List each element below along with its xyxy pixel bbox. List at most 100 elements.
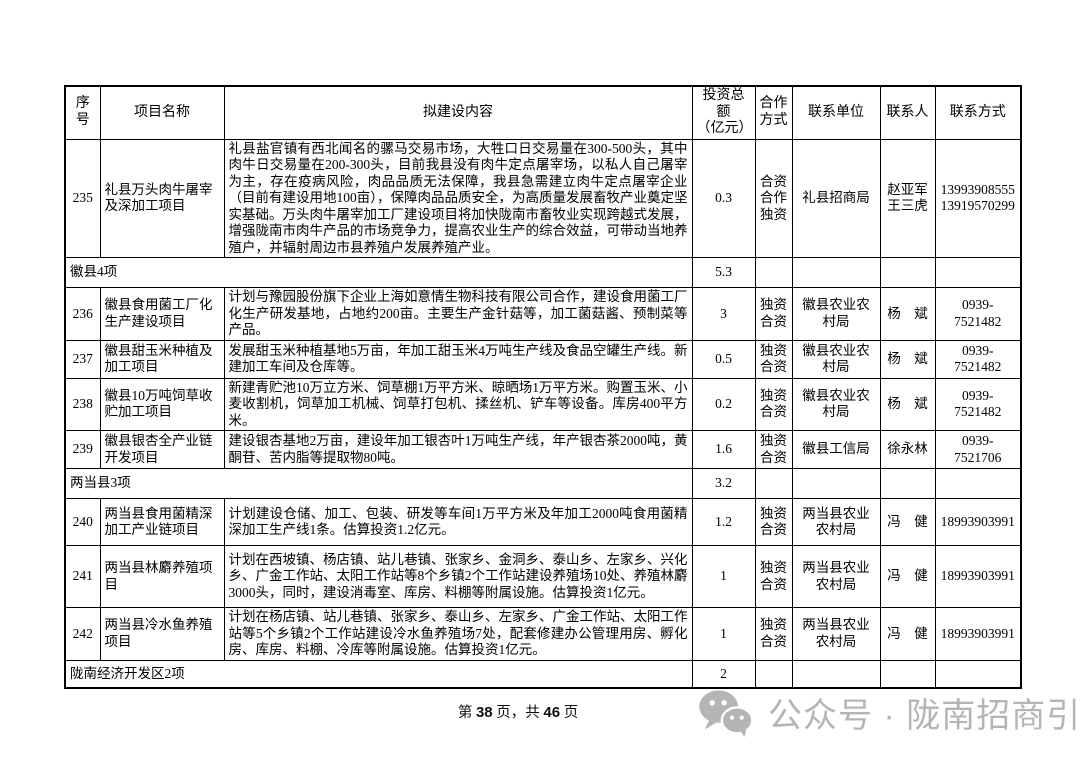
cell-phone: 0939-7521482 <box>934 287 1022 341</box>
cell-cooperation: 独资 合资 <box>754 287 793 341</box>
header-unit: 联系单位 <box>791 85 881 140</box>
cell-investment: 0.5 <box>691 339 756 379</box>
cell-unit: 徽县农业农村局 <box>791 339 881 379</box>
watermark-text: 公众号 · 陇南招商引资 <box>768 697 1080 735</box>
cell-content: 建设银杏基地2万亩，建设年加工银杏叶1万吨生产线，年产银杏茶2000吨，黄酮苷、… <box>223 430 693 469</box>
cell-contact: 冯 健 <box>879 545 936 608</box>
section-row: 徽县4项 5.3 <box>64 257 1022 288</box>
project-row: 241 两当县林麝养殖项目 计划在西坡镇、杨店镇、站儿巷镇、张家乡、金洞乡、泰山… <box>64 545 1022 608</box>
cell-phone: 13993908555 13919570299 <box>934 138 1022 258</box>
wechat-watermark: 公众号 · 陇南招商引资 <box>698 688 1080 737</box>
section-label: 两当县3项 <box>64 468 693 499</box>
cell-project-name: 徽县食用菌工厂化生产建设项目 <box>99 287 225 341</box>
project-row: 242 两当县冷水鱼养殖项目 计划在杨店镇、站儿巷镇、张家乡、泰山乡、左家乡、广… <box>64 607 1022 661</box>
cell-cooperation: 独资 合资 <box>754 430 793 469</box>
project-row: 239 徽县银杏全产业链开发项目 建设银杏基地2万亩，建设年加工银杏叶1万吨生产… <box>64 430 1022 469</box>
project-row: 240 两当县食用菌精深加工产业链项目 计划建设仓储、加工、包装、研发等车间1万… <box>64 498 1022 546</box>
cell-investment: 0.3 <box>691 138 756 258</box>
header-investment: 投资总额 （亿元） <box>691 85 756 140</box>
cell-investment: 0.2 <box>691 377 756 431</box>
project-row: 237 徽县甜玉米种植及加工项目 发展甜玉米种植基地5万亩，年加工甜玉米4万吨生… <box>64 339 1022 379</box>
empty-cell <box>879 659 936 689</box>
cell-project-name: 两当县冷水鱼养殖项目 <box>99 607 225 661</box>
empty-cell <box>754 468 793 499</box>
cell-unit: 徽县农业农村局 <box>791 287 881 341</box>
cell-no: 240 <box>64 498 101 546</box>
cell-phone: 0939-7521482 <box>934 377 1022 431</box>
header-no: 序号 <box>64 85 101 140</box>
section-label: 陇南经济开发区2项 <box>64 659 693 689</box>
project-row: 236 徽县食用菌工厂化生产建设项目 计划与豫园股份旗下企业上海如意情生物科技有… <box>64 287 1022 341</box>
cell-contact: 冯 健 <box>879 498 936 546</box>
section-investment: 5.3 <box>691 257 756 288</box>
cell-cooperation: 独资 合资 <box>754 339 793 379</box>
empty-cell <box>791 659 881 689</box>
cell-cooperation: 合资 合作 独资 <box>754 138 793 258</box>
cell-content: 计划与豫园股份旗下企业上海如意情生物科技有限公司合作，建设食用菌工厂化生产研发基… <box>223 287 693 341</box>
page-number-middle: 页，共 <box>496 705 540 721</box>
cell-phone: 0939-7521482 <box>934 339 1022 379</box>
cell-no: 237 <box>64 339 101 379</box>
header-content: 拟建设内容 <box>223 85 693 140</box>
project-row: 238 徽县10万吨饲草收贮加工项目 新建青贮池10万立方米、饲草棚1万平方米、… <box>64 377 1022 431</box>
cell-phone: 18993903991 <box>934 498 1022 546</box>
cell-contact: 冯 健 <box>879 607 936 661</box>
cell-no: 238 <box>64 377 101 431</box>
cell-contact: 赵亚军 王三虎 <box>879 138 936 258</box>
empty-cell <box>879 257 936 288</box>
cell-investment: 1.6 <box>691 430 756 469</box>
cell-no: 235 <box>64 138 101 258</box>
section-label: 徽县4项 <box>64 257 693 288</box>
page-number-prefix: 第 <box>457 705 473 721</box>
cell-no: 236 <box>64 287 101 341</box>
cell-cooperation: 独资 合资 <box>754 498 793 546</box>
cell-unit: 两当县农业农村局 <box>791 498 881 546</box>
section-investment: 3.2 <box>691 468 756 499</box>
cell-project-name: 徽县10万吨饲草收贮加工项目 <box>99 377 225 431</box>
cell-project-name: 徽县银杏全产业链开发项目 <box>99 430 225 469</box>
cell-contact: 徐永林 <box>879 430 936 469</box>
header-contact: 联系人 <box>879 85 936 140</box>
cell-project-name: 徽县甜玉米种植及加工项目 <box>99 339 225 379</box>
cell-phone: 0939-7521706 <box>934 430 1022 469</box>
section-row: 陇南经济开发区2项 2 <box>64 659 1022 689</box>
cell-unit: 两当县农业农村局 <box>791 545 881 608</box>
empty-cell <box>791 257 881 288</box>
cell-phone: 18993903991 <box>934 607 1022 661</box>
projects-table: 序号 项目名称 拟建设内容 投资总额 （亿元） 合作 方式 联系单位 联系人 联… <box>64 85 1022 689</box>
table-header-row: 序号 项目名称 拟建设内容 投资总额 （亿元） 合作 方式 联系单位 联系人 联… <box>64 85 1022 140</box>
cell-phone: 18993903991 <box>934 545 1022 608</box>
empty-cell <box>934 468 1022 499</box>
section-investment: 2 <box>691 659 756 689</box>
header-phone: 联系方式 <box>934 85 1022 140</box>
wechat-icon <box>699 689 754 737</box>
empty-cell <box>934 257 1022 288</box>
cell-investment: 3 <box>691 287 756 341</box>
cell-contact: 杨 斌 <box>879 377 936 431</box>
cell-unit: 徽县工信局 <box>791 430 881 469</box>
cell-content: 新建青贮池10万立方米、饲草棚1万平方米、晾晒场1万平方米。购置玉米、小麦收割机… <box>223 377 693 431</box>
page-number-total: 46 <box>543 704 561 721</box>
section-row: 两当县3项 3.2 <box>64 468 1022 499</box>
cell-cooperation: 独资 合资 <box>754 545 793 608</box>
cell-cooperation: 独资 合资 <box>754 607 793 661</box>
cell-project-name: 礼县万头肉牛屠宰及深加工项目 <box>99 138 225 258</box>
cell-unit: 两当县农业农村局 <box>791 607 881 661</box>
cell-cooperation: 独资 合资 <box>754 377 793 431</box>
cell-investment: 1 <box>691 607 756 661</box>
cell-no: 241 <box>64 545 101 608</box>
page-number-current: 38 <box>475 704 493 721</box>
project-row: 235 礼县万头肉牛屠宰及深加工项目 礼县盐官镇有西北闻名的骡马交易市场，大牲口… <box>64 138 1022 258</box>
cell-content: 计划在西坡镇、杨店镇、站儿巷镇、张家乡、金洞乡、泰山乡、左家乡、兴化乡、广金工作… <box>223 545 693 608</box>
page-number: 第 38 页，共 46 页 <box>0 701 1036 722</box>
empty-cell <box>879 468 936 499</box>
cell-project-name: 两当县食用菌精深加工产业链项目 <box>99 498 225 546</box>
cell-project-name: 两当县林麝养殖项目 <box>99 545 225 608</box>
empty-cell <box>791 468 881 499</box>
cell-investment: 1 <box>691 545 756 608</box>
cell-unit: 礼县招商局 <box>791 138 881 258</box>
cell-contact: 杨 斌 <box>879 339 936 379</box>
cell-content: 发展甜玉米种植基地5万亩，年加工甜玉米4万吨生产线及食品空罐生产线。新建加工车间… <box>223 339 693 379</box>
cell-content: 礼县盐官镇有西北闻名的骡马交易市场，大牲口日交易量在300-500头，其中肉牛日… <box>223 138 693 258</box>
empty-cell <box>754 257 793 288</box>
